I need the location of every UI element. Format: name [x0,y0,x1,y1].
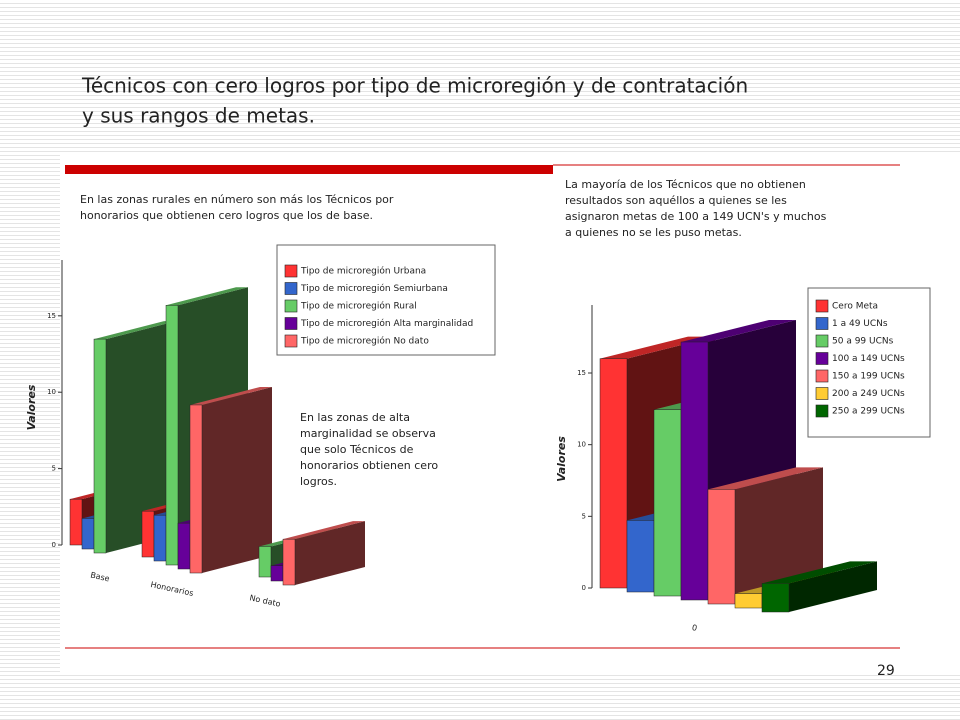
page-number: 29 [877,663,895,679]
legend-box [807,287,931,438]
accent-bar [65,165,553,174]
legend-swatch [815,299,829,313]
note: honorarios que obtienen cero logros que … [80,209,373,222]
bar-top [681,320,796,342]
y-tick-label: 10 [577,441,586,449]
legend-swatch [815,317,829,330]
bar [734,593,763,609]
note: honorarios obtienen cero [300,459,438,472]
x-tick-label: 0 [691,623,698,633]
legend-label: 150 a 199 UCNs [832,372,905,382]
legend-label: 100 a 149 UCNs [832,354,905,364]
legend-label: Tipo de microregión Rural [300,301,417,312]
y-tick-label: 5 [52,465,56,473]
y-axis-label: Valores [25,384,38,430]
note: En las zonas rurales en número son más l… [80,193,394,206]
y-tick-label: 10 [47,388,56,396]
bar-side [106,321,176,553]
legend-label: Cero Meta [832,302,878,312]
bar-top [190,386,272,405]
y-tick-label: 0 [52,541,56,549]
y-tick-label: 15 [577,369,586,377]
bar [599,358,628,589]
bar-top [166,287,248,306]
legend-label: Tipo de microregión Alta marginalidad [300,318,473,329]
y-tick-label: 5 [582,512,586,520]
bar [258,546,272,578]
legend-label: 200 a 249 UCNs [832,389,905,399]
bar [69,498,83,546]
legend-label: 1 a 49 UCNs [832,319,888,329]
bar [270,565,284,582]
bar [707,489,736,605]
bar-top [283,521,365,540]
legend-swatch [815,369,829,383]
legend-swatch [284,317,298,330]
note: logros. [300,475,337,488]
bar [93,338,107,554]
legend-label: 250 a 299 UCNs [832,407,905,417]
bar-top [94,321,176,340]
legend-swatch [815,387,829,400]
bar [177,522,191,570]
note: que solo Técnicos de [300,443,414,456]
bar [282,538,296,586]
y-axis-label: Valores [555,436,568,482]
note: asignaron metas de 100 a 149 UCN's y muc… [565,210,827,223]
note: a quienes no se les puso metas. [565,226,742,239]
y-tick-label: 15 [47,312,56,320]
legend-swatch [815,352,829,365]
bar [81,518,95,550]
bar [680,341,709,601]
bar-top [708,467,823,490]
bar [761,583,790,613]
legend-label: 50 a 99 UCNs [832,337,894,347]
legend-swatch [284,299,298,313]
bar [165,305,179,566]
bar-side [735,467,823,604]
title: y sus rangos de metas. [82,104,315,128]
title: Técnicos con cero logros por tipo de mic… [81,74,748,98]
legend-swatch [815,334,829,348]
legend-label: Tipo de microregión No dato [300,336,429,347]
legend-swatch [284,264,298,278]
bar [653,409,682,597]
bar [153,514,167,562]
note: resultados son aquéllos a quienes se les [565,194,787,207]
bar [626,520,655,593]
y-tick-label: 0 [582,584,586,592]
legend-swatch [815,404,829,418]
bar-side [202,386,272,573]
x-tick-label: Base [90,571,111,584]
note: En las zonas de alta [300,411,410,424]
bar [189,404,203,574]
bar-side [295,521,365,585]
legend-swatch [284,334,298,348]
legend-swatch [284,282,298,295]
bar [141,510,155,558]
bar-side [789,561,877,612]
bar-top [762,561,877,584]
legend-label: Tipo de microregión Semiurbana [300,283,448,294]
note: marginalidad se observa [300,427,436,440]
legend-label: Tipo de microregión Urbana [300,266,426,277]
note: La mayoría de los Técnicos que no obtien… [565,178,806,191]
legend-box [276,244,496,356]
